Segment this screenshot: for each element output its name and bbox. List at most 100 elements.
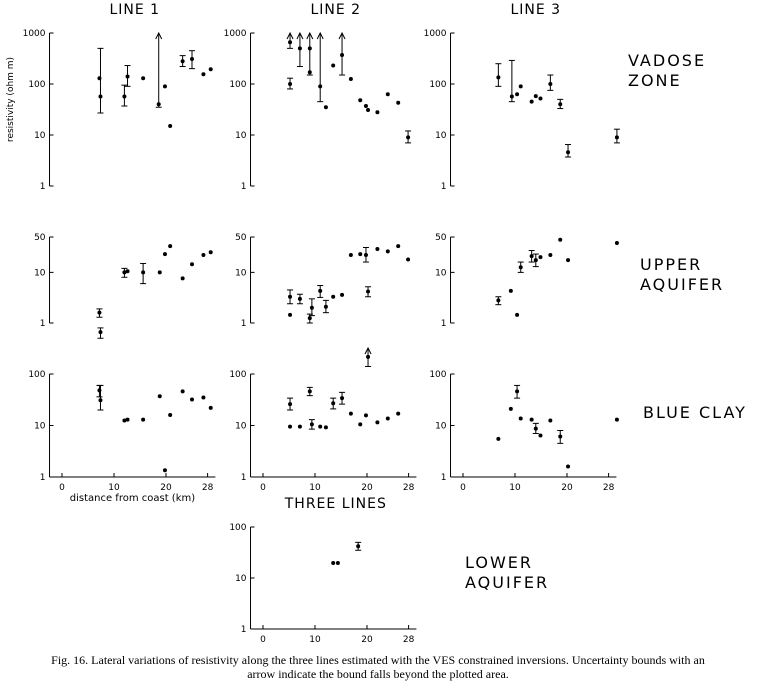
y-tick-label: 100 xyxy=(429,370,446,380)
data-point xyxy=(297,296,302,301)
x-tick-label: 20 xyxy=(361,483,373,493)
x-tick-label: 10 xyxy=(309,483,321,493)
y-tick-label: 1 xyxy=(40,319,46,329)
zone-label: LOWER xyxy=(465,553,533,572)
data-point xyxy=(385,249,390,254)
data-point xyxy=(538,96,543,101)
y-tick-label: 1 xyxy=(441,473,447,483)
data-point xyxy=(538,433,543,438)
x-tick-label: 20 xyxy=(561,483,573,493)
data-point xyxy=(309,305,314,310)
data-point xyxy=(162,252,167,257)
x-tick-label: 28 xyxy=(403,483,415,493)
data-point xyxy=(180,59,185,64)
y-tick-label: 1 xyxy=(241,473,247,483)
error-bar xyxy=(97,47,104,114)
data-point xyxy=(358,422,363,427)
data-point xyxy=(496,75,501,80)
data-point xyxy=(157,394,162,399)
data-point xyxy=(297,46,302,51)
data-point xyxy=(614,417,619,422)
data-point xyxy=(518,84,523,89)
data-point xyxy=(201,253,206,258)
y-tick-label: 100 xyxy=(429,80,446,90)
data-point xyxy=(548,253,553,258)
data-point xyxy=(385,92,390,97)
data-point xyxy=(518,416,523,421)
data-point xyxy=(288,82,293,86)
data-point xyxy=(331,294,336,299)
data-point xyxy=(190,262,194,267)
data-point xyxy=(566,464,571,469)
data-point xyxy=(323,304,328,309)
data-point xyxy=(201,395,206,400)
error-arrow xyxy=(296,31,304,40)
y-tick-label: 10 xyxy=(235,422,247,432)
data-point xyxy=(515,92,520,97)
data-point xyxy=(538,255,543,260)
data-point xyxy=(614,241,619,246)
data-point xyxy=(558,237,563,242)
data-point xyxy=(363,253,368,258)
y-tick-label: 100 xyxy=(28,370,45,380)
x-tick-label: 0 xyxy=(260,635,266,645)
data-point xyxy=(375,420,380,425)
y-tick-label: 50 xyxy=(235,233,247,243)
data-point xyxy=(288,312,293,317)
data-point xyxy=(288,424,293,429)
caption: arrow indicate the bound falls beyond th… xyxy=(247,667,509,681)
data-point xyxy=(307,389,312,394)
data-point xyxy=(548,418,553,423)
data-point xyxy=(318,288,323,293)
y-tick-label: 1000 xyxy=(23,29,46,39)
y-tick-label: 10 xyxy=(435,131,447,141)
data-point xyxy=(190,397,194,402)
data-point xyxy=(558,434,563,439)
y-tick-label: 10 xyxy=(235,574,247,584)
x-tick-label: 10 xyxy=(309,635,321,645)
data-point xyxy=(348,411,353,416)
y-tick-label: 1000 xyxy=(424,29,447,39)
error-arrow xyxy=(316,31,324,40)
data-point xyxy=(318,424,323,429)
data-point xyxy=(125,74,130,79)
data-point xyxy=(375,246,380,251)
data-point xyxy=(122,270,127,275)
data-point xyxy=(515,389,520,394)
data-point xyxy=(508,406,513,411)
x-tick-label: 10 xyxy=(108,483,120,493)
data-point xyxy=(385,416,390,421)
y-tick-label: 1 xyxy=(241,182,247,192)
x-tick-label: 10 xyxy=(509,483,521,493)
x-axis-label: distance from coast (km) xyxy=(70,493,195,504)
data-point xyxy=(323,105,328,110)
data-point xyxy=(518,265,523,270)
data-point xyxy=(529,254,534,259)
data-point xyxy=(125,417,130,422)
data-point xyxy=(331,560,336,565)
error-bar xyxy=(495,63,502,87)
panel-title: THREE LINES xyxy=(284,496,387,512)
data-point xyxy=(190,56,194,61)
data-point xyxy=(168,124,173,129)
y-tick-label: 100 xyxy=(229,523,246,533)
data-point xyxy=(340,53,345,58)
error-arrow xyxy=(338,31,346,40)
zone-label: UPPER xyxy=(640,255,702,274)
y-tick-label: 100 xyxy=(229,370,246,380)
data-point xyxy=(180,276,185,281)
y-tick-label: 50 xyxy=(34,233,46,243)
data-point xyxy=(406,135,411,140)
data-point xyxy=(363,104,368,109)
data-point xyxy=(307,46,312,51)
zone-label: AQUIFER xyxy=(640,275,724,294)
data-point xyxy=(558,102,563,107)
data-point xyxy=(340,396,345,401)
error-bar xyxy=(316,31,324,103)
y-tick-label: 10 xyxy=(435,268,447,278)
data-point xyxy=(323,425,328,430)
data-point xyxy=(358,98,363,103)
x-tick-label: 0 xyxy=(460,483,466,493)
data-point xyxy=(366,289,371,294)
